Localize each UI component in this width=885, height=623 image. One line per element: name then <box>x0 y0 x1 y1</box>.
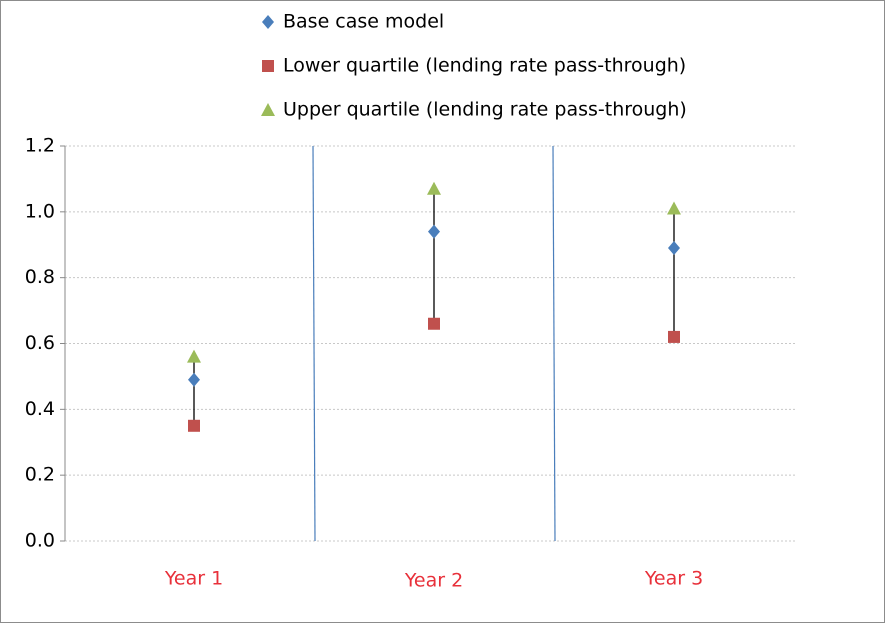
data-point <box>428 317 440 330</box>
data-point <box>188 419 200 432</box>
legend-label: Base case model <box>283 11 444 33</box>
y-tick-label: 0.4 <box>25 398 55 420</box>
data-point <box>668 330 680 343</box>
legend-label: Lower quartile (lending rate pass-throug… <box>283 55 686 77</box>
y-tick-label: 0.2 <box>25 464 55 486</box>
data-point <box>428 224 440 239</box>
legend-marker <box>261 103 275 116</box>
data-point <box>188 372 200 387</box>
y-tick-label: 0.8 <box>25 266 55 288</box>
x-tick-label: Year 3 <box>644 568 703 590</box>
y-tick-label: 0.6 <box>25 332 55 354</box>
legend-label: Upper quartile (lending rate pass-throug… <box>283 99 687 121</box>
y-tick-label: 1.0 <box>25 200 55 222</box>
x-tick-label: Year 2 <box>404 570 463 592</box>
category-separator <box>312 145 316 542</box>
legend-marker <box>262 15 274 29</box>
x-tick-label: Year 1 <box>164 568 223 590</box>
category-separator <box>552 145 556 542</box>
y-tick-label: 0.0 <box>25 530 55 552</box>
data-point <box>187 349 201 363</box>
data-point <box>667 201 681 215</box>
legend-marker <box>262 60 274 72</box>
y-tick-label: 1.2 <box>25 135 55 157</box>
data-point <box>427 181 441 195</box>
data-point <box>668 241 680 256</box>
